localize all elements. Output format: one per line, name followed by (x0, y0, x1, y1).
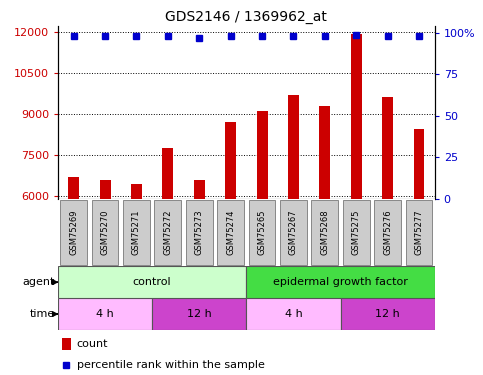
Text: GSM75267: GSM75267 (289, 210, 298, 255)
Text: GSM75271: GSM75271 (132, 210, 141, 255)
Text: GSM75275: GSM75275 (352, 210, 361, 255)
Text: 4 h: 4 h (96, 309, 114, 319)
Bar (288, 95, 299, 360)
Text: GSM75273: GSM75273 (195, 210, 204, 255)
Text: 12 h: 12 h (187, 309, 212, 319)
Bar (68, 177, 79, 360)
Text: GSM75277: GSM75277 (414, 210, 424, 255)
Bar (413, 129, 425, 360)
Bar (58, 266, 246, 298)
Text: 12 h: 12 h (375, 309, 400, 319)
Bar (194, 180, 205, 360)
Bar (152, 298, 246, 330)
Bar (58, 298, 152, 330)
Text: percentile rank within the sample: percentile rank within the sample (77, 360, 265, 370)
FancyBboxPatch shape (217, 200, 244, 265)
Bar (341, 298, 435, 330)
Bar (162, 148, 173, 360)
FancyBboxPatch shape (343, 200, 369, 265)
Bar (351, 34, 362, 360)
Text: GSM75268: GSM75268 (320, 210, 329, 255)
Bar (256, 111, 268, 360)
Bar (246, 298, 341, 330)
FancyBboxPatch shape (249, 200, 275, 265)
FancyBboxPatch shape (186, 200, 213, 265)
Text: control: control (133, 277, 171, 287)
FancyBboxPatch shape (155, 200, 181, 265)
Bar (246, 266, 435, 298)
Text: GSM75265: GSM75265 (257, 210, 267, 255)
FancyBboxPatch shape (374, 200, 401, 265)
Text: epidermal growth factor: epidermal growth factor (273, 277, 408, 287)
Text: GSM75274: GSM75274 (226, 210, 235, 255)
FancyBboxPatch shape (92, 200, 118, 265)
Text: GSM75272: GSM75272 (163, 210, 172, 255)
Bar (62, 338, 71, 350)
FancyBboxPatch shape (406, 200, 432, 265)
Text: count: count (77, 339, 108, 349)
Text: 4 h: 4 h (284, 309, 302, 319)
Bar (131, 184, 142, 360)
FancyBboxPatch shape (123, 200, 150, 265)
Text: time: time (29, 309, 55, 319)
Text: GSM75269: GSM75269 (69, 210, 78, 255)
FancyBboxPatch shape (280, 200, 307, 265)
Text: agent: agent (22, 277, 55, 287)
FancyBboxPatch shape (312, 200, 338, 265)
Title: GDS2146 / 1369962_at: GDS2146 / 1369962_at (165, 10, 327, 24)
Bar (225, 122, 236, 360)
Bar (319, 106, 330, 360)
Text: GSM75270: GSM75270 (100, 210, 110, 255)
FancyBboxPatch shape (60, 200, 87, 265)
Bar (99, 180, 111, 360)
Text: GSM75276: GSM75276 (383, 210, 392, 255)
Bar (382, 98, 393, 360)
